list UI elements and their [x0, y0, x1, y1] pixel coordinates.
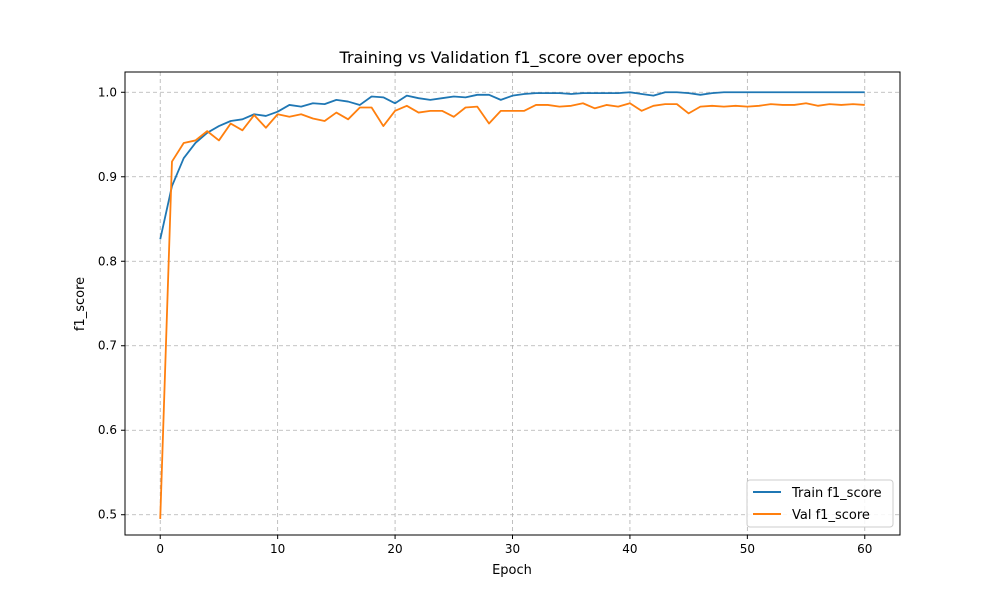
axis-ticks: 0 10 20 30 40 50 60 0.5 0.6 0.7 0.8 0.9 1.0	[98, 85, 873, 556]
x-axis-label: Epoch	[492, 563, 532, 578]
grid	[125, 72, 900, 535]
y-tick-label: 0.8	[98, 254, 117, 268]
y-tick-label: 0.9	[98, 170, 117, 184]
series-line-train	[159, 91, 865, 240]
legend: Train f1_score Val f1_score	[746, 479, 894, 528]
legend-label-val: Val f1_score	[792, 508, 870, 523]
series-lines	[159, 91, 865, 519]
x-tick-label: 10	[270, 542, 285, 556]
legend-label-train: Train f1_score	[791, 486, 882, 501]
legend-box	[746, 479, 894, 528]
series-line-val	[159, 102, 865, 519]
y-tick-label: 0.5	[98, 508, 117, 522]
y-axis-label: f1_score	[73, 277, 88, 331]
x-tick-label: 30	[505, 542, 520, 556]
x-tick-label: 0	[156, 542, 164, 556]
y-tick-label: 0.7	[98, 339, 117, 353]
y-tick-label: 0.6	[98, 423, 117, 437]
x-tick-label: 60	[857, 542, 872, 556]
y-tick-label: 1.0	[98, 85, 117, 99]
x-tick-label: 40	[622, 542, 637, 556]
x-tick-label: 50	[740, 542, 755, 556]
chart-title: Training vs Validation f1_score over epo…	[339, 48, 685, 68]
x-tick-label: 20	[387, 542, 402, 556]
